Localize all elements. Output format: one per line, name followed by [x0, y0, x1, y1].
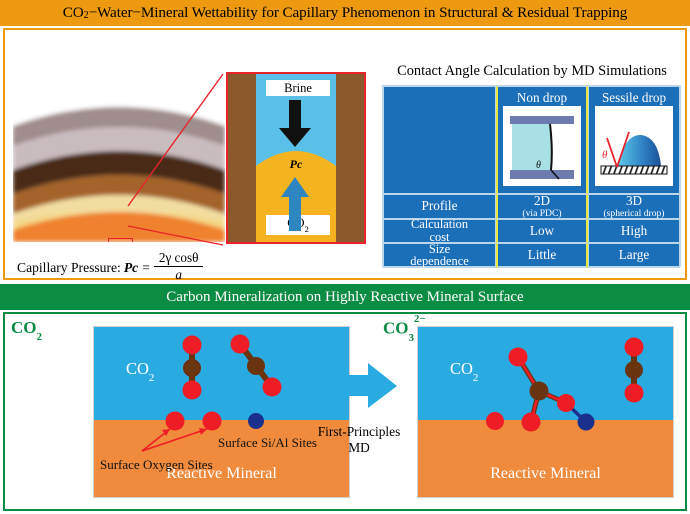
pore-wall-left [228, 74, 256, 242]
title-text-part2: −Water−Mineral Wettability for Capillary… [88, 4, 628, 21]
section-banner-mineralization: Carbon Mineralization on Highly Reactive… [0, 284, 690, 310]
anticline-strata-svg [13, 64, 225, 242]
sessile-drop-svg: θ [595, 106, 673, 186]
formula-denominator: a [175, 267, 182, 283]
pdc-simulation-box-svg: θ [503, 106, 581, 186]
capillary-pressure-label: Pc [289, 157, 303, 171]
reactant-tag-co2: CO2 [11, 318, 42, 344]
formula-numerator: 2γ cosθ [158, 250, 199, 265]
first-principles-md-arrow-icon [318, 363, 397, 408]
molecule-diagram-right [486, 337, 644, 432]
mineral-region-right [418, 420, 673, 497]
molecular-panel-after: CO2 Reactive Mineral [417, 326, 674, 498]
capillary-tube-diagram: Brine Pc CO2 [226, 72, 366, 244]
cell-size-non-drop: Little [496, 243, 588, 268]
table-row: Size dependence Little Large [383, 243, 680, 268]
column-header-sessile-drop: Sessile drop [588, 86, 680, 194]
gas-phase-label-right: CO2 [450, 359, 479, 385]
formula-lead-text: Capillary Pressure: [17, 259, 121, 275]
page-title: CO 2 −Water−Mineral Wettability for Capill… [0, 0, 690, 26]
row-label-calculation-cost: Calculation cost [383, 218, 496, 243]
cell-cost-non-drop: Low [496, 218, 588, 243]
table-header-row: Non drop θ Sessile d [383, 86, 680, 194]
table-row: Calculation cost Low High [383, 218, 680, 243]
row-label-size-dependence: Size dependence [383, 243, 496, 268]
formula-equals: = [142, 259, 150, 275]
fraction-bar [153, 265, 204, 268]
row-label-profile: Profile [383, 194, 496, 219]
mineral-label-left: Reactive Mineral [166, 465, 277, 482]
molecular-panel-before: CO2 Reactive Mineral [93, 326, 350, 498]
zoom-callout-box [108, 238, 133, 242]
title-subscript: 2 [83, 9, 89, 21]
molecule-diagram-left: Surface Si/Al Sites Surface Oxygen Sites [100, 334, 317, 472]
cell-cost-sessile: High [588, 218, 680, 243]
formula-pc-symbol: Pc [123, 259, 139, 275]
co2-gas-region-left [94, 327, 349, 420]
cell-profile-sessile: 3D (spherical drop) [588, 193, 680, 219]
mineral-region-left [94, 420, 349, 497]
theta-symbol-sessile: θ [602, 149, 608, 161]
table-row: Profile 2D (via PDC) 3D (spherical drop) [383, 193, 680, 219]
cell-profile-non-drop: 2D (via PDC) [496, 193, 588, 219]
cell-size-sessile: Large [588, 243, 680, 268]
geological-cross-section [13, 64, 225, 242]
upward-arrow-icon [281, 177, 309, 231]
sessile-drop-thumbnail: θ [595, 106, 673, 186]
label-surface-oxygen: Surface Oxygen Sites [100, 457, 213, 472]
sessile-drop-label: Sessile drop [601, 90, 667, 105]
table-corner-cell [383, 86, 496, 194]
label-surface-si-al: Surface Si/Al Sites [218, 435, 317, 450]
product-tag-carbonate: CO32− [383, 313, 426, 345]
theta-symbol-nondrop: θ [536, 160, 541, 171]
title-text-part1: CO [62, 4, 84, 21]
downward-arrow-icon [279, 100, 311, 147]
first-principles-md-label: First-Principles MD [317, 424, 401, 455]
contact-angle-method-table: Non drop θ Sessile d [382, 85, 681, 268]
gas-phase-label-left: CO2 [126, 359, 155, 385]
non-drop-label: Non drop [516, 90, 568, 105]
upper-section: Brine Pc CO2 Capillary Pressure: Pc = 2γ… [3, 28, 687, 301]
lower-section: CO2 CO32− CO2 Reactive Mineral [3, 312, 687, 511]
md-simulation-heading: Contact Angle Calculation by MD Simulati… [397, 63, 667, 79]
pore-wall-right [336, 74, 364, 242]
brine-label: Brine [266, 80, 330, 96]
non-drop-thumbnail: θ [503, 106, 581, 186]
meniscus-interface [256, 151, 336, 184]
column-header-non-drop: Non drop θ [496, 86, 588, 194]
mineral-label-right: Reactive Mineral [490, 465, 601, 482]
formula-fraction: 2γ cosθ a [153, 250, 204, 283]
